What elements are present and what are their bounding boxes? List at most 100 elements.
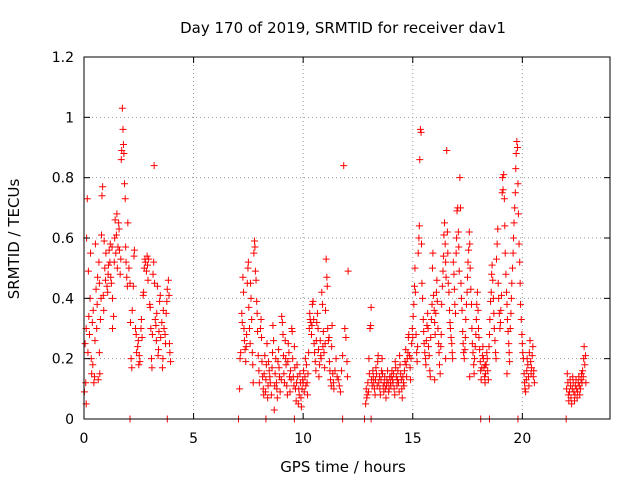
data-point-plus (98, 231, 106, 239)
data-point-plus (332, 355, 340, 363)
data-point-plus (151, 315, 159, 323)
data-point-plus (116, 246, 124, 254)
data-point-plus (455, 267, 463, 275)
data-point-plus (98, 192, 106, 200)
data-point-plus (466, 264, 474, 272)
data-point-plus (132, 331, 140, 339)
y-tick-label: 1.2 (52, 50, 74, 66)
data-point-plus (300, 388, 308, 396)
data-point-plus (319, 328, 327, 336)
data-point-plus (507, 294, 515, 302)
data-point-plus (392, 373, 400, 381)
data-point-plus (481, 361, 489, 369)
data-point-plus (470, 370, 478, 378)
data-point-plus (243, 331, 251, 339)
data-point-plus (457, 294, 465, 302)
data-point-plus (101, 276, 109, 284)
data-point-plus (411, 288, 419, 296)
data-point-plus (163, 285, 171, 293)
data-point-plus (494, 225, 502, 233)
data-point-plus (128, 306, 136, 314)
data-point-plus (320, 349, 328, 357)
data-point-plus (271, 370, 279, 378)
data-point-plus (454, 228, 462, 236)
data-point-plus (304, 370, 312, 378)
y-tick-label: 0.8 (52, 171, 74, 187)
data-point-plus (297, 394, 305, 402)
data-point-plus (280, 370, 288, 378)
data-point-plus (314, 325, 322, 332)
data-point-plus (270, 337, 278, 345)
data-point-plus (452, 249, 460, 257)
data-point-plus (472, 315, 480, 323)
data-point-plus (489, 276, 497, 284)
data-point-plus (130, 246, 138, 254)
data-point-plus (415, 234, 423, 242)
data-point-plus (412, 331, 420, 339)
data-point-plus (470, 361, 478, 369)
data-point-plus (523, 355, 531, 363)
data-point-plus (82, 379, 90, 387)
data-point-plus (400, 367, 408, 375)
data-point-plus (285, 349, 293, 357)
data-point-plus (374, 352, 382, 360)
data-point-plus (154, 352, 162, 360)
data-point-plus (499, 186, 507, 194)
data-point-plus (413, 358, 421, 366)
data-point-plus (101, 264, 109, 272)
data-point-plus (155, 346, 163, 354)
data-point-plus (113, 264, 121, 272)
data-point-plus (165, 340, 173, 348)
data-point-plus (444, 249, 452, 257)
data-point-plus (129, 282, 137, 290)
data-point-plus (120, 150, 128, 158)
data-point-plus (464, 258, 472, 266)
data-point-plus (334, 376, 342, 384)
data-point-plus (260, 391, 268, 399)
data-point-plus (274, 358, 282, 366)
data-point-plus (93, 300, 101, 308)
data-point-plus (244, 258, 252, 266)
data-point-plus (501, 249, 509, 257)
data-point-plus (279, 331, 287, 339)
data-point-plus (115, 225, 123, 233)
data-point-plus (405, 331, 413, 339)
data-point-plus (473, 300, 481, 308)
data-point-plus (276, 388, 284, 396)
data-point-plus (390, 385, 398, 393)
data-point-plus (343, 373, 351, 381)
data-point-plus (245, 303, 253, 311)
data-point-plus (121, 195, 129, 203)
data-point-plus (121, 180, 129, 188)
data-point-plus (471, 355, 479, 363)
data-point-plus (318, 300, 326, 308)
data-point-plus (126, 318, 134, 326)
data-point-plus (408, 325, 416, 332)
data-point-plus (440, 231, 448, 239)
data-point-plus (134, 337, 142, 345)
data-point-plus (419, 294, 427, 302)
data-point-plus (251, 267, 259, 275)
data-point-plus (479, 343, 487, 351)
data-point-plus (476, 346, 484, 354)
data-point-plus (442, 355, 450, 363)
data-point-plus (460, 355, 468, 363)
data-point-plus (237, 349, 245, 357)
data-point-plus (394, 367, 402, 375)
data-point-plus (417, 128, 425, 136)
data-point-plus (124, 219, 132, 227)
data-point-plus (156, 291, 164, 299)
data-point-plus (451, 300, 459, 308)
data-point-plus (136, 358, 144, 366)
data-point-plus (473, 288, 481, 296)
data-point-plus (458, 306, 466, 314)
data-point-plus (388, 367, 396, 375)
data-point-plus (295, 391, 303, 399)
data-point-plus (267, 391, 275, 399)
data-point-plus (249, 361, 257, 369)
data-point-plus (327, 376, 335, 384)
data-point-plus (325, 358, 333, 366)
data-point-plus (266, 373, 274, 381)
data-point-plus (439, 252, 447, 260)
data-point-plus (328, 321, 336, 329)
